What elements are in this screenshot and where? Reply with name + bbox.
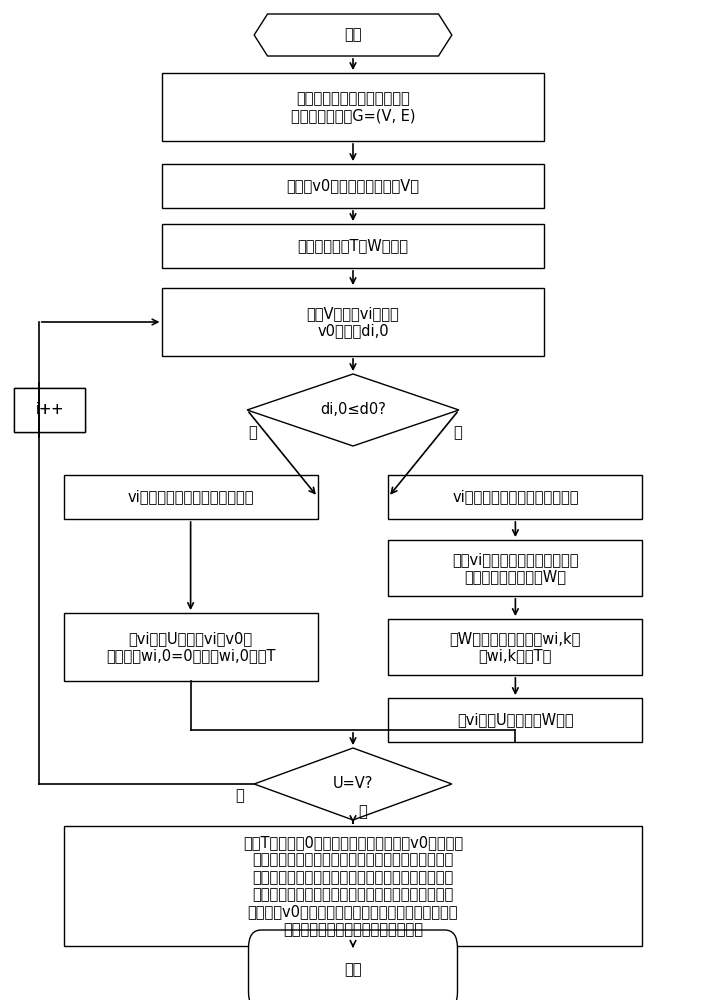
Text: 计算V中节点vi到基站
v0的距离di,0: 计算V中节点vi到基站 v0的距离di,0 [306,306,400,338]
Text: vi采用多跳方式向基站传输数据: vi采用多跳方式向基站传输数据 [452,489,579,504]
Text: 在W中选出最小的权值wi,k，
将wi,k加入T中: 在W中选出最小的权值wi,k， 将wi,k加入T中 [450,631,581,663]
Polygon shape [254,14,452,56]
Text: vi采用单跳方式向基站传输数据: vi采用单跳方式向基站传输数据 [127,489,254,504]
FancyBboxPatch shape [162,73,544,141]
FancyBboxPatch shape [388,619,642,675]
Text: 结束: 结束 [345,962,361,978]
Text: 对于T中权值为0且对应边的后一个节点为v0的权值，
将该权值对应边的前一个节点作为单跳节点输出；否
则，将权值对应边的前一个节点作为起点，后一个节
点作为下一跳: 对于T中权值为0且对应边的后一个节点为v0的权值， 将该权值对应边的前一个节点作… [243,835,463,937]
Text: 否: 否 [453,426,462,440]
Text: 将基站v0作为树根节点加入V中: 将基站v0作为树根节点加入V中 [287,178,419,194]
FancyBboxPatch shape [162,288,544,356]
Text: di,0≤d0?: di,0≤d0? [320,402,386,418]
FancyBboxPatch shape [388,475,642,519]
Text: i++: i++ [35,402,64,418]
FancyBboxPatch shape [249,930,457,1000]
Text: 计算vi到其它所有转发节点的边
的权值，并全部加入W中: 计算vi到其它所有转发节点的边 的权值，并全部加入W中 [452,552,579,584]
Text: 初始化置集合T、W均为空: 初始化置集合T、W均为空 [297,238,409,253]
Polygon shape [247,374,459,446]
FancyBboxPatch shape [388,698,642,742]
Text: 否: 否 [236,788,244,804]
FancyBboxPatch shape [162,164,544,208]
FancyBboxPatch shape [162,224,544,268]
Text: 是: 是 [359,804,367,820]
Text: i++: i++ [35,402,64,418]
FancyBboxPatch shape [64,475,318,519]
Text: 是: 是 [249,426,257,440]
Text: U=V?: U=V? [333,776,373,792]
Text: 将vi加入U中，并置W为空: 将vi加入U中，并置W为空 [457,712,574,728]
Text: 开始: 开始 [345,27,361,42]
FancyBboxPatch shape [388,540,642,596]
FancyBboxPatch shape [14,388,85,432]
Polygon shape [254,748,452,820]
FancyBboxPatch shape [14,388,85,432]
FancyBboxPatch shape [64,826,642,946]
Text: 将vi加入U，设置vi与v0的
边的权值wi,0=0，并将wi,0加入T: 将vi加入U，设置vi与v0的 边的权值wi,0=0，并将wi,0加入T [106,631,275,663]
Text: 基于选举的转发节点集，生成
一个带权连通图G=(V, E): 基于选举的转发节点集，生成 一个带权连通图G=(V, E) [291,91,415,123]
FancyBboxPatch shape [64,613,318,681]
